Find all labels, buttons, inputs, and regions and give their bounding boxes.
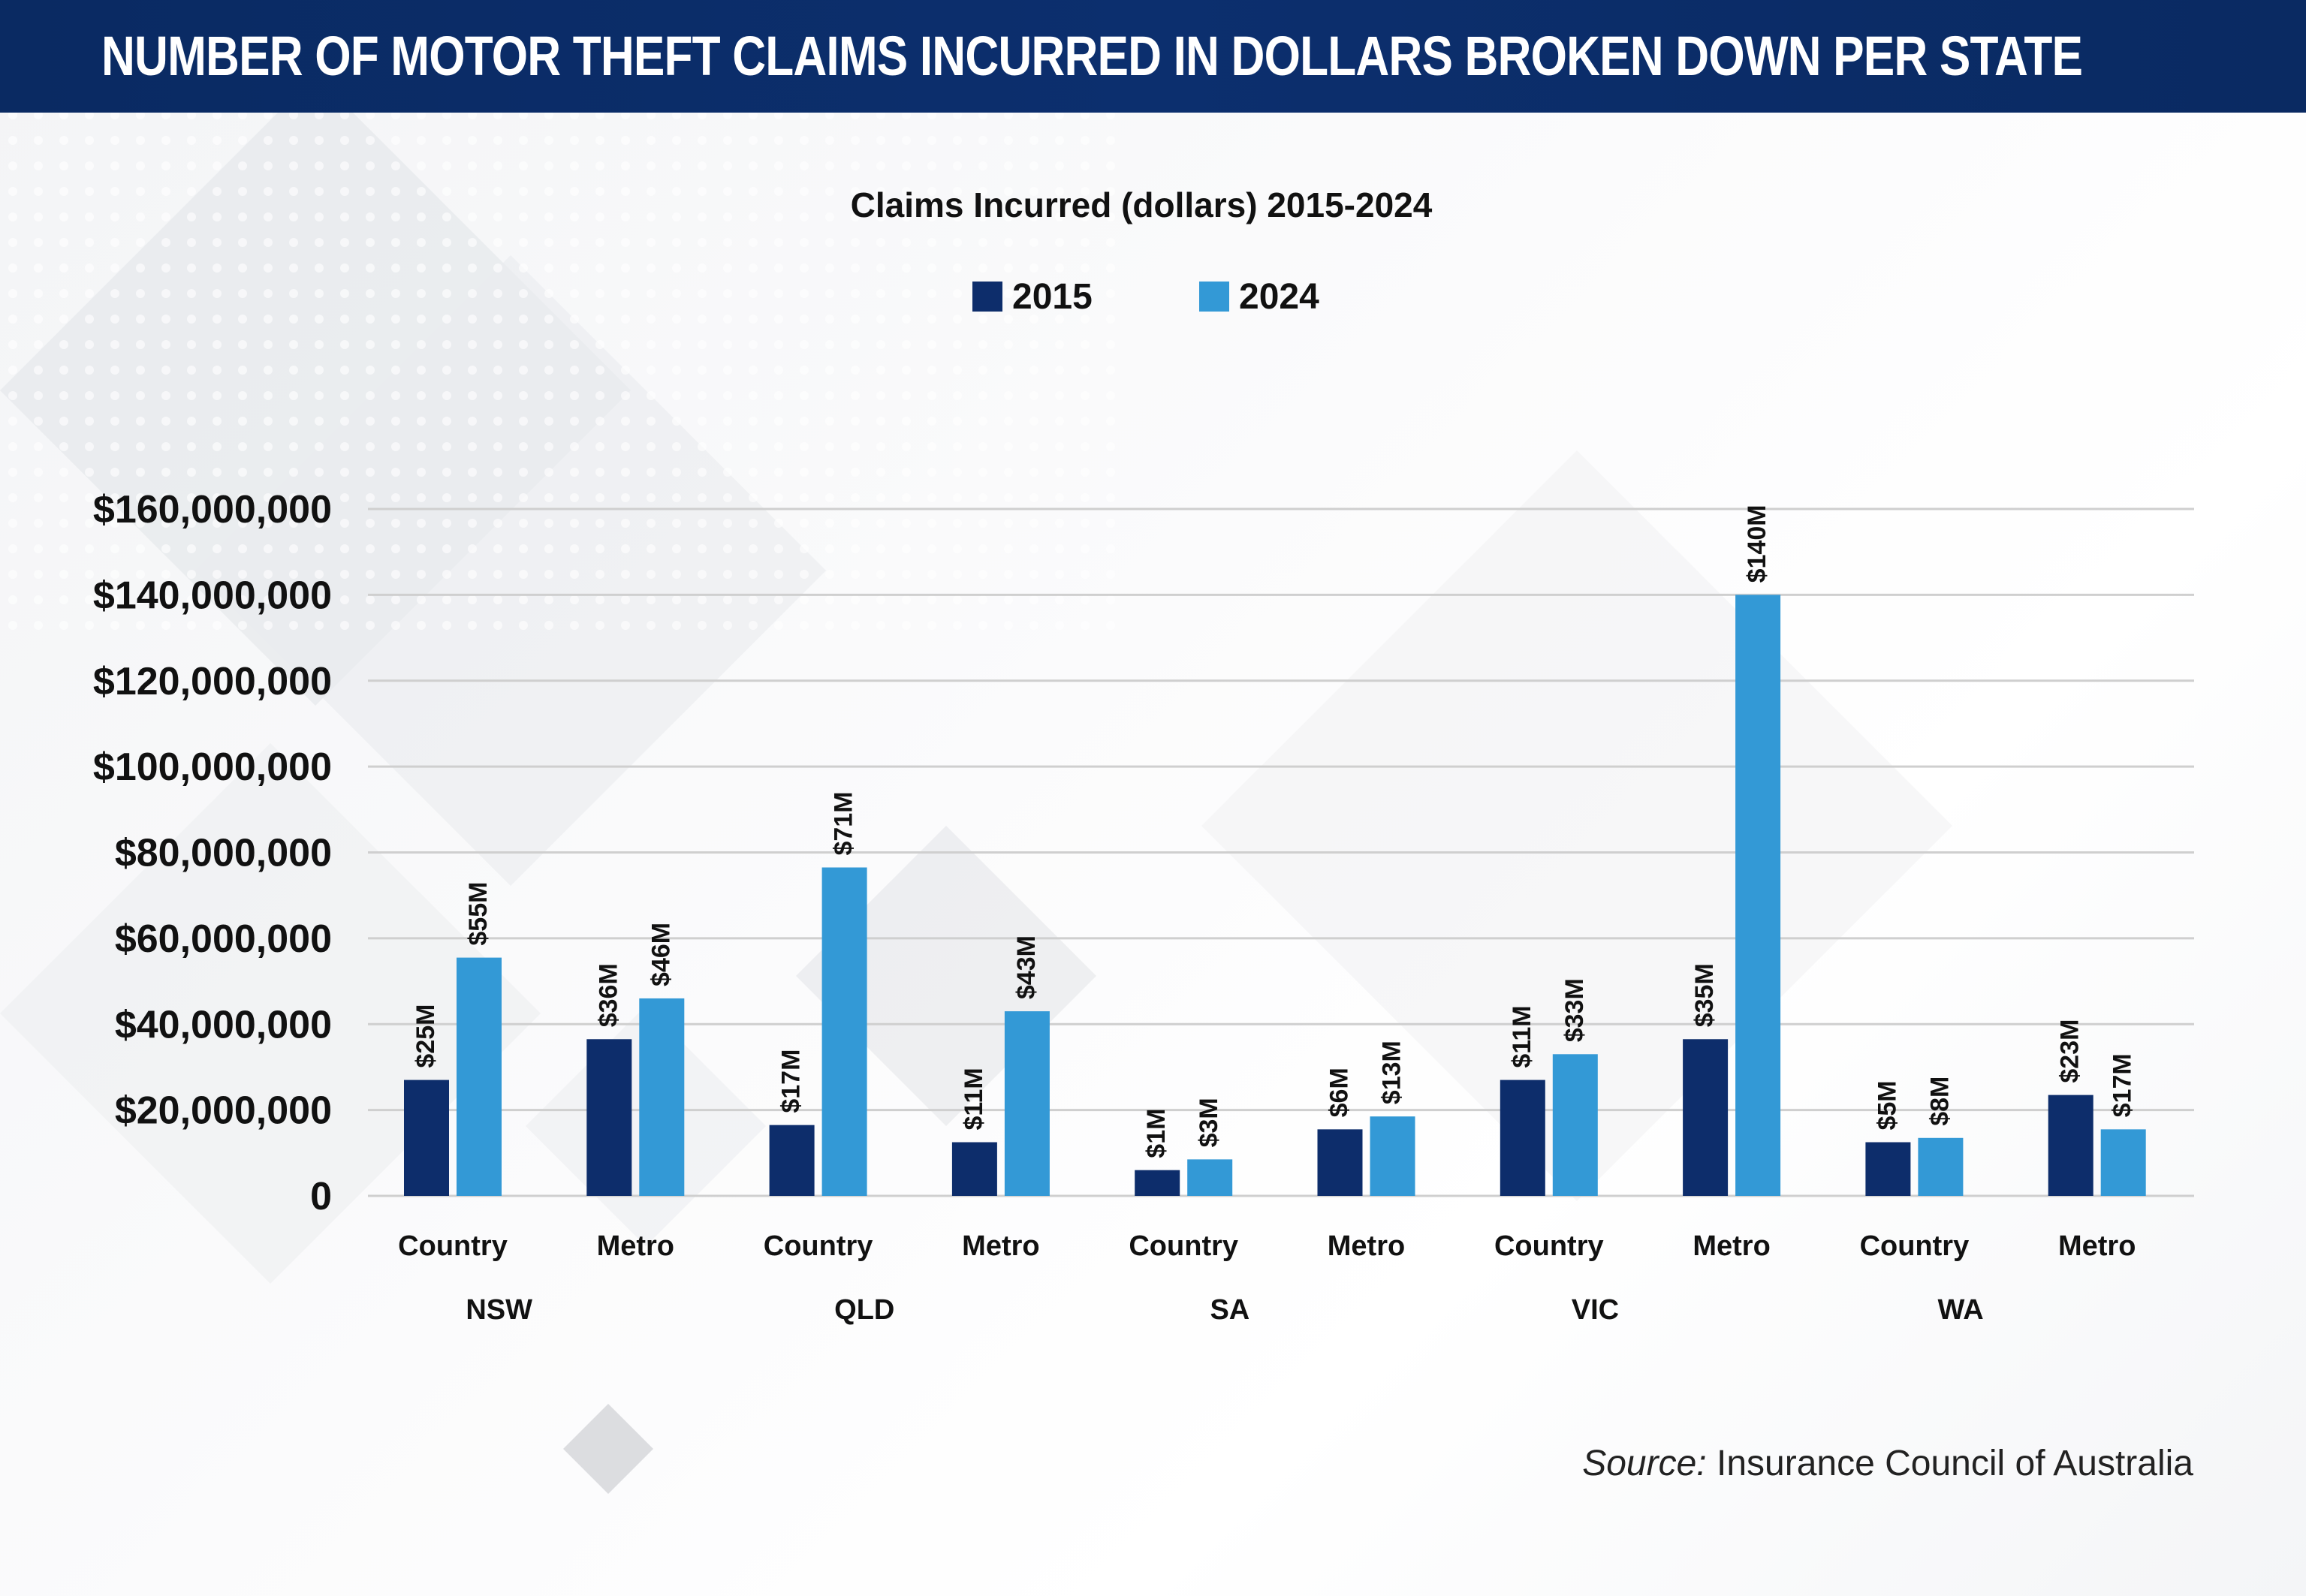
bar: [2048, 1095, 2093, 1196]
bar: [1918, 1137, 1964, 1196]
x-axis: Country Metro NSW Country Metro QLD Country Met…: [398, 1230, 2136, 1326]
y-tick-label: $60,000,000: [115, 917, 332, 961]
legend-swatch: [972, 282, 1002, 312]
bar: [821, 867, 867, 1196]
data-label: $25M: [411, 1004, 440, 1068]
legend-label: 2015: [1012, 277, 1093, 317]
x-group-label: WA: [1937, 1294, 1983, 1326]
y-tick-label: $120,000,000: [93, 660, 332, 703]
bar: [2100, 1129, 2146, 1196]
legend: 2015 2024: [972, 277, 1319, 317]
legend-swatch: [1199, 282, 1229, 312]
bar: [769, 1125, 815, 1196]
x-category-label: Metro: [597, 1230, 674, 1262]
data-label: $11M: [1508, 1005, 1536, 1068]
data-label: $35M: [1690, 963, 1719, 1027]
bar: [1317, 1129, 1363, 1196]
y-tick-label: $140,000,000: [93, 574, 332, 617]
x-category-label: Country: [1494, 1230, 1604, 1262]
data-label: $33M: [1560, 978, 1589, 1042]
chart-title: Claims Incurred (dollars) 2015-2024: [851, 185, 1433, 224]
bar: [586, 1039, 632, 1196]
x-category-label: Metro: [1693, 1230, 1770, 1262]
data-label: $46M: [647, 923, 675, 986]
bars: $25M $55M $36M $46M $17M $71M $11M $43M $1M $3M $6…: [404, 504, 2146, 1196]
x-category-label: Country: [1860, 1230, 1970, 1262]
y-axis: 0 $20,000,000 $40,000,000 $60,000,000 $80,00…: [93, 488, 332, 1218]
x-category-label: Country: [764, 1230, 873, 1262]
title-bar: NUMBER OF MOTOR THEFT CLAIMS INCURRED IN…: [0, 0, 2306, 113]
data-label: $13M: [1378, 1040, 1406, 1104]
y-tick-label: $20,000,000: [115, 1089, 332, 1133]
x-group-label: NSW: [466, 1294, 532, 1326]
bar: [639, 998, 685, 1196]
x-category-label: Metro: [2058, 1230, 2136, 1262]
y-tick-label: $40,000,000: [115, 1003, 332, 1046]
x-category-label: Metro: [1328, 1230, 1405, 1262]
y-tick-label: $100,000,000: [93, 745, 332, 789]
data-label: $11M: [960, 1068, 988, 1130]
bar: [1004, 1011, 1050, 1196]
data-label: $36M: [594, 963, 622, 1027]
bar: [1865, 1142, 1911, 1196]
y-tick-label: $160,000,000: [93, 488, 332, 531]
source-label: Source:: [1582, 1444, 1707, 1483]
data-label: $5M: [1873, 1080, 1901, 1130]
data-label: $1M: [1142, 1109, 1171, 1158]
y-tick-label: 0: [310, 1175, 332, 1218]
data-label: $71M: [830, 791, 858, 855]
page-title: NUMBER OF MOTOR THEFT CLAIMS INCURRED IN…: [101, 25, 2083, 87]
data-label: $6M: [1325, 1068, 1354, 1117]
x-group-label: QLD: [834, 1294, 894, 1326]
x-category-label: Country: [398, 1230, 508, 1262]
x-group-label: VIC: [1572, 1294, 1619, 1326]
bar: [1500, 1080, 1545, 1196]
data-label: $43M: [1012, 935, 1041, 999]
data-label: $3M: [1195, 1098, 1223, 1147]
data-label: $23M: [2056, 1019, 2084, 1083]
bar: [1683, 1039, 1729, 1196]
y-tick-label: $80,000,000: [115, 832, 332, 875]
bar: [1187, 1159, 1233, 1196]
source-note: Source: Insurance Council of Australia: [1582, 1443, 2193, 1484]
source-text: Insurance Council of Australia: [1706, 1444, 2193, 1483]
bar: [404, 1080, 449, 1196]
data-label: $8M: [1925, 1077, 1954, 1126]
bar: [951, 1142, 997, 1196]
data-label: $17M: [2109, 1053, 2137, 1117]
bar: [1135, 1170, 1180, 1196]
data-label: $55M: [464, 882, 493, 946]
legend-label: 2024: [1239, 277, 1319, 317]
bar: [457, 957, 502, 1196]
x-category-label: Metro: [962, 1230, 1039, 1262]
bar: [1735, 595, 1781, 1196]
bar: [1552, 1054, 1598, 1196]
bar: [1370, 1116, 1415, 1196]
data-label: $17M: [777, 1049, 806, 1113]
x-group-label: SA: [1210, 1294, 1249, 1326]
x-category-label: Country: [1129, 1230, 1238, 1262]
data-label: $140M: [1743, 504, 1771, 583]
